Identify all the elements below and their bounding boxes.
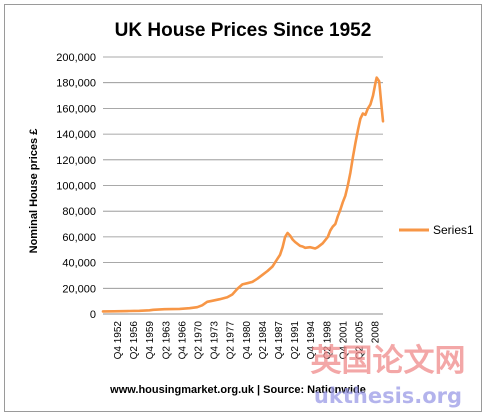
x-tick-label: 2008 <box>371 321 382 344</box>
y-tick-label: 200,000 <box>56 52 96 64</box>
x-tick-label: Q4 2001 <box>338 321 349 360</box>
x-tick-label: Q4 1952 <box>113 321 124 360</box>
watermark-url: ukthesis.org <box>314 384 462 408</box>
x-axis-ticks: Q4 1952 Q2 1956 Q4 1959 Q2 1963 Q4 1966 Q2 19… <box>113 321 382 360</box>
y-tick-label: 120,000 <box>56 155 96 167</box>
x-tick-label: Q2 1956 <box>129 321 140 360</box>
source-annotation: www.housingmarket.org.uk | Source: Natio… <box>109 384 366 396</box>
chart-title: UK House Prices Since 1952 <box>115 20 372 41</box>
y-axis-label: Nominal House prices £ <box>28 129 40 254</box>
y-tick-label: 180,000 <box>56 78 96 90</box>
x-tick-label: Q2 1998 <box>322 321 333 360</box>
y-tick-label: 80,000 <box>62 206 96 218</box>
y-tick-label: 60,000 <box>62 232 96 244</box>
y-tick-label: 20,000 <box>62 283 96 295</box>
x-tick-label: Q2 1984 <box>258 321 269 360</box>
grid-lines <box>103 56 383 289</box>
x-tick-label: Q2 1991 <box>290 321 301 360</box>
series-layer <box>101 76 385 313</box>
chart-frame <box>4 4 482 412</box>
x-tick-label: Q4 1959 <box>145 321 156 360</box>
legend-label: Series1 <box>433 223 474 237</box>
y-tick-label: 40,000 <box>62 258 96 270</box>
x-tick-label: Q2 1970 <box>194 321 205 360</box>
series-line <box>101 76 385 313</box>
x-tick-label: Q4 1980 <box>242 321 253 360</box>
x-tick-label: Q4 1987 <box>274 321 285 360</box>
x-tick-label: Q2 1963 <box>161 321 172 360</box>
x-tick-label: Q4 1973 <box>210 321 221 360</box>
y-tick-label: 0 <box>90 309 96 321</box>
y-tick-label: 160,000 <box>56 103 96 115</box>
x-tick-label: Q4 1994 <box>306 321 317 360</box>
x-tick-label: Q2 1977 <box>226 321 237 360</box>
y-tick-label: 140,000 <box>56 129 96 141</box>
x-tick-label: Q4 1966 <box>177 321 188 360</box>
y-axis-ticks: 0 20,000 40,000 60,000 80,000 100,000 120,000 1… <box>56 52 96 321</box>
x-tick-label: Q2 2005 <box>355 321 366 360</box>
y-tick-label: 100,000 <box>56 181 96 193</box>
watermark-text: 英国论文网 <box>311 343 466 379</box>
legend: Series1 <box>399 223 474 237</box>
